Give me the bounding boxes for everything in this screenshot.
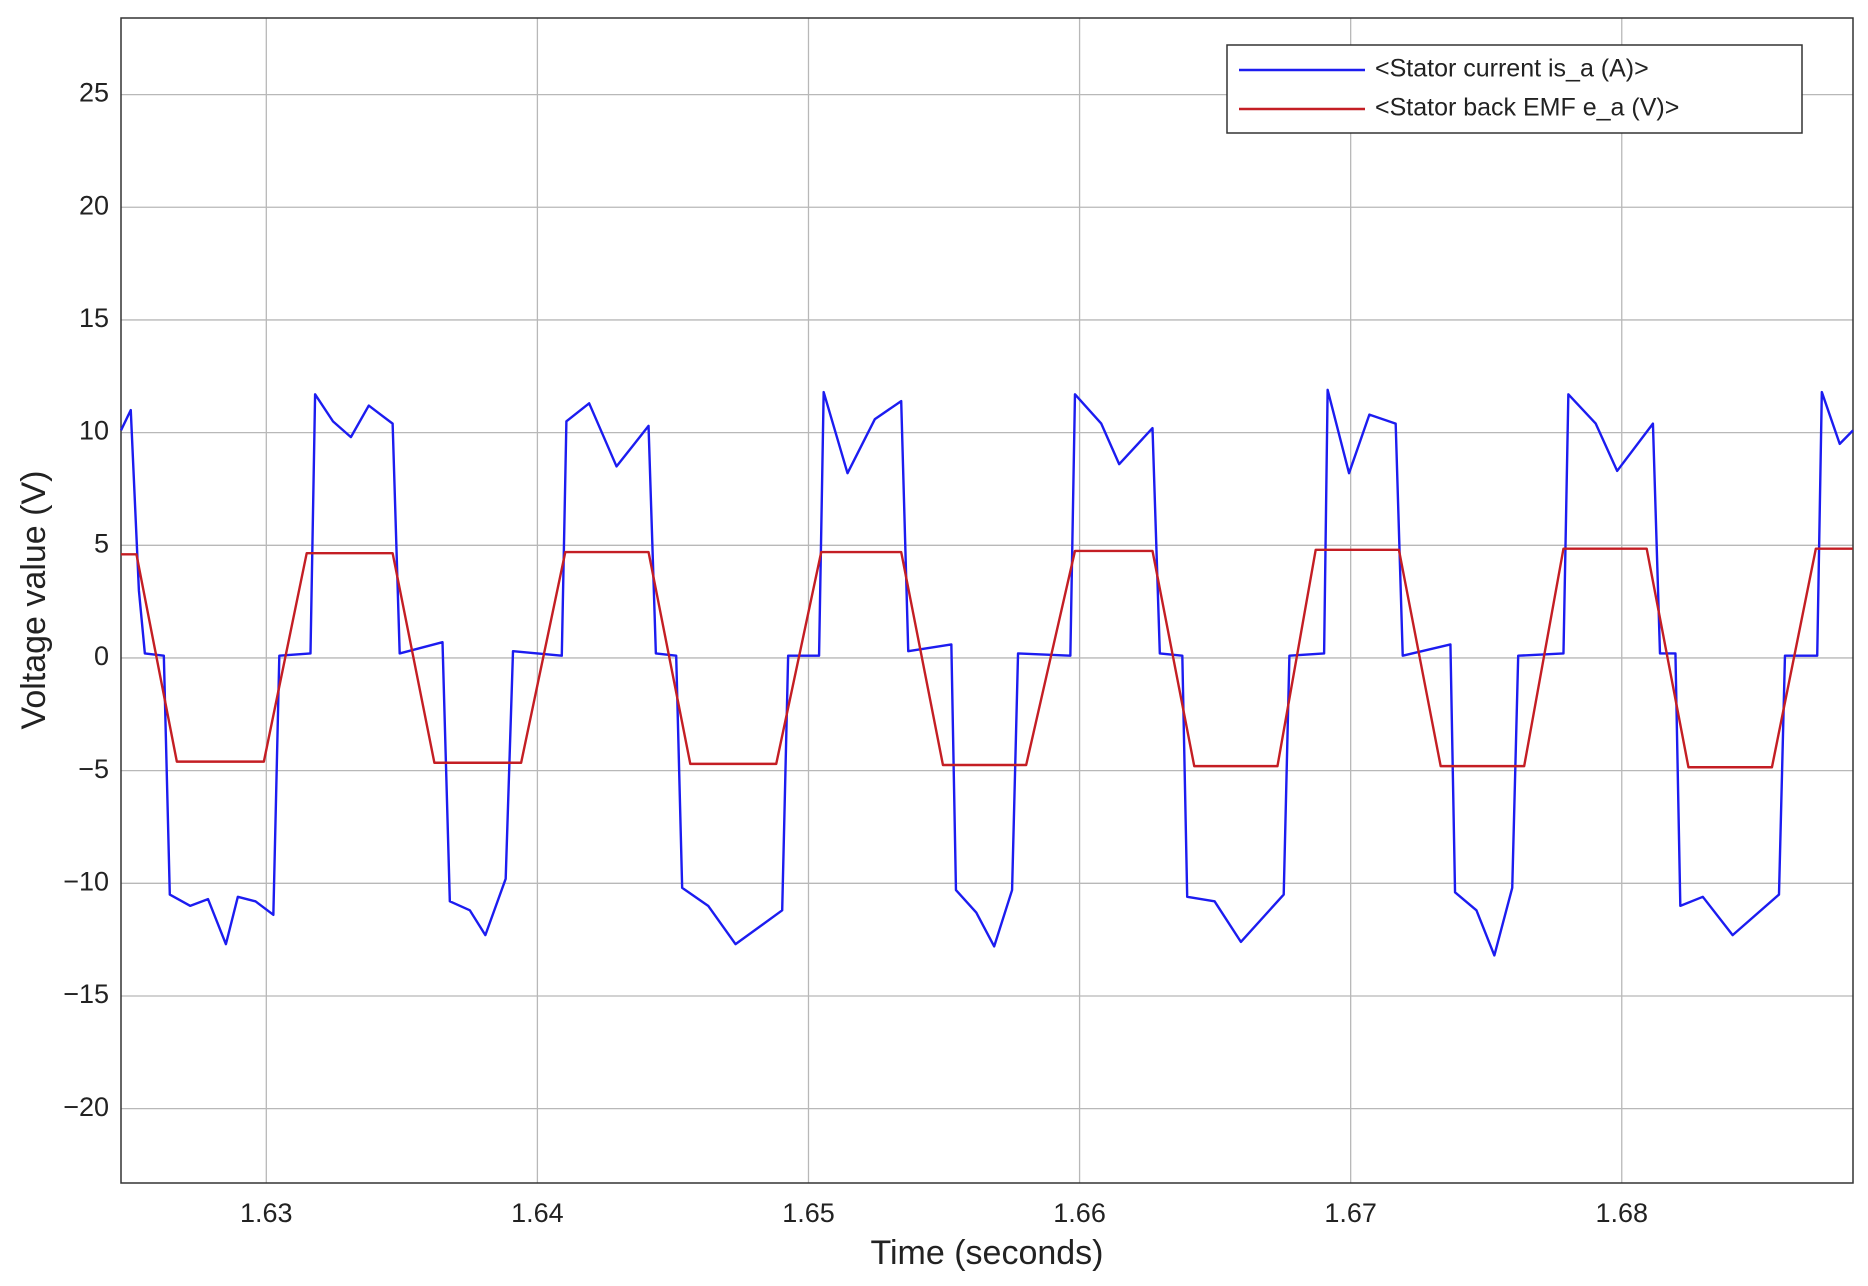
y-tick-label: 10 [79, 416, 109, 446]
legend-label: <Stator back EMF e_a (V)> [1375, 94, 1679, 122]
y-tick-label: 5 [94, 528, 109, 558]
x-axis-label: Time (seconds) [870, 1234, 1103, 1272]
x-tick-label: 1.67 [1324, 1198, 1377, 1228]
y-tick-label: 15 [79, 303, 109, 333]
legend-label: <Stator current is_a (A)> [1375, 55, 1649, 83]
plot-area [121, 18, 1853, 1183]
series-line [119, 388, 1854, 957]
x-tick-label: 1.68 [1595, 1198, 1648, 1228]
x-tick-label: 1.65 [782, 1198, 835, 1228]
x-tick-label: 1.64 [511, 1198, 564, 1228]
y-tick-label: 0 [94, 641, 109, 671]
x-tick-label: 1.63 [240, 1198, 293, 1228]
y-tick-label: 20 [79, 190, 109, 220]
y-axis-label: Voltage value (V) [15, 471, 53, 730]
legend-box [1226, 44, 1803, 134]
axes-frame [120, 17, 1854, 1184]
x-tick-label: 1.66 [1053, 1198, 1106, 1228]
y-tick-label: −5 [78, 754, 109, 784]
y-tick-label: −20 [63, 1092, 109, 1122]
series-line [121, 547, 1853, 769]
y-tick-label: −15 [63, 979, 109, 1009]
y-tick-label: −10 [63, 866, 109, 896]
y-tick-label: 25 [79, 78, 109, 108]
